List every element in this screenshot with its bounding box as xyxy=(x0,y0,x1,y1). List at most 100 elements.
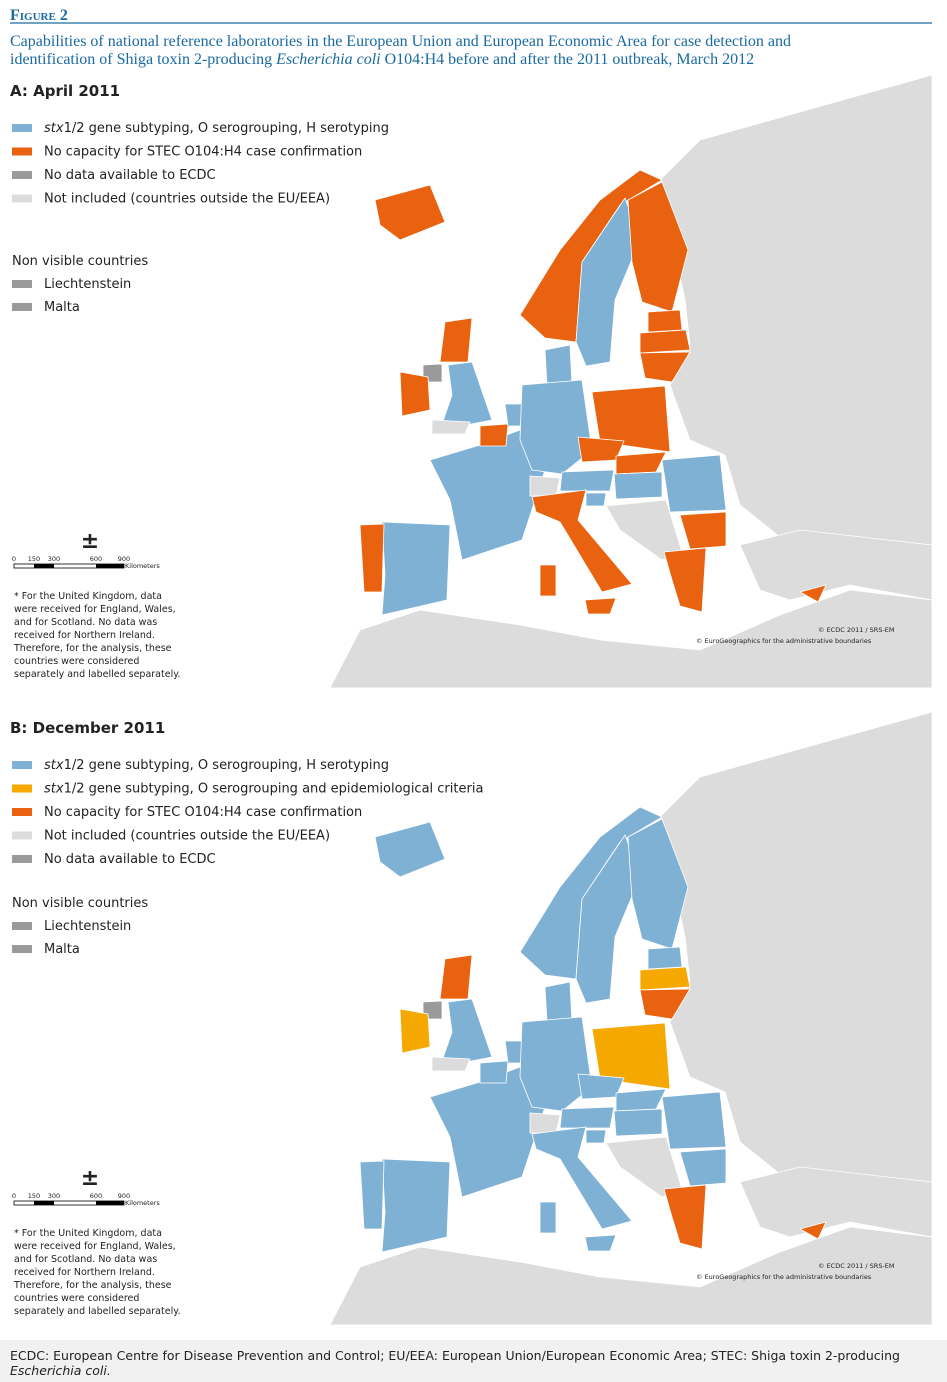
country xyxy=(479,1060,509,1084)
legend-swatch xyxy=(12,784,32,793)
text-segment: 1/2 gene subtyping, O serogrouping, H se… xyxy=(64,121,389,136)
country xyxy=(399,371,431,417)
text-segment: ECDC: European Centre for Disease Preven… xyxy=(10,1348,900,1363)
scale-bar xyxy=(96,564,124,568)
text-segment: Escherichia coli xyxy=(275,51,380,68)
country xyxy=(544,344,573,386)
text-segment: No capacity for STEC O104:H4 case confir… xyxy=(44,145,362,160)
scale-label: 0 xyxy=(12,555,16,563)
country xyxy=(584,597,617,615)
country xyxy=(399,1008,431,1054)
legend-swatch xyxy=(12,831,32,840)
legend-swatch xyxy=(12,761,32,769)
country xyxy=(647,309,683,333)
country xyxy=(431,1056,471,1072)
country xyxy=(739,1166,933,1238)
footer-band xyxy=(0,1340,947,1382)
footnote: and for Scotland. No data was xyxy=(14,1254,157,1265)
country xyxy=(439,361,493,431)
country xyxy=(374,184,446,241)
scale-label: 150 xyxy=(28,555,40,563)
credit: © EuroGeographics for the administrative… xyxy=(696,637,872,645)
country xyxy=(798,1221,827,1240)
country xyxy=(584,1234,617,1252)
legend-swatch xyxy=(12,922,32,930)
footnote: * For the United Kingdom, data xyxy=(14,591,162,602)
text-segment: stx xyxy=(44,758,64,773)
country xyxy=(659,711,933,1198)
text-line: stx1/2 gene subtyping, O serogrouping, H… xyxy=(44,121,389,136)
legend-swatch xyxy=(12,124,32,132)
country xyxy=(559,469,615,492)
text-line: No data available to ECDC xyxy=(44,168,216,183)
figure-label: Figure 2 xyxy=(10,7,68,24)
country xyxy=(519,169,663,343)
footnote: Therefore, for the analysis, these xyxy=(13,643,172,654)
text-line: Capabilities of national reference labor… xyxy=(10,33,791,50)
country xyxy=(329,1226,933,1326)
non-visible-title: Non visible countries xyxy=(12,254,148,269)
legend-label: Malta xyxy=(44,300,80,315)
country xyxy=(544,981,573,1023)
credit: © EuroGeographics for the administrative… xyxy=(696,1273,872,1281)
country xyxy=(615,1088,667,1112)
text-line: Not included (countries outside the EU/E… xyxy=(44,829,330,844)
country xyxy=(613,471,663,500)
panel-title: A: April 2011 xyxy=(10,82,120,100)
country xyxy=(591,1022,671,1090)
map xyxy=(329,74,933,689)
country xyxy=(663,547,707,613)
country xyxy=(559,1106,615,1129)
footnote: received for Northern Ireland. xyxy=(14,630,155,641)
text-line: Escherichia coli. xyxy=(10,1363,111,1378)
scale-label: 150 xyxy=(28,1192,40,1200)
legend-swatch xyxy=(12,855,32,863)
footnote: countries were considered xyxy=(14,1293,139,1304)
text-line: identification of Shiga toxin 2-producin… xyxy=(10,51,754,68)
text-line: stx1/2 gene subtyping, O serogrouping an… xyxy=(44,782,483,797)
text-line: Not included (countries outside the EU/E… xyxy=(44,192,330,207)
scale-label: 300 xyxy=(48,555,60,563)
legend-swatch xyxy=(12,280,32,288)
map xyxy=(329,711,933,1326)
scale-label: 600 xyxy=(90,1192,102,1200)
text-segment: 1/2 gene subtyping, O serogrouping, H se… xyxy=(64,758,389,773)
scale-label: 900 xyxy=(118,555,130,563)
footnote: Therefore, for the analysis, these xyxy=(13,1280,172,1291)
text-line: No data available to ECDC xyxy=(44,852,216,867)
country xyxy=(529,475,561,497)
text-line: ECDC: European Centre for Disease Preven… xyxy=(10,1348,900,1363)
country xyxy=(659,74,933,561)
country xyxy=(591,385,671,453)
country xyxy=(439,317,473,363)
credit: © ECDC 2011 / SRS-EM xyxy=(818,626,895,634)
text-segment: No data available to ECDC xyxy=(44,852,216,867)
footnote: received for Northern Ireland. xyxy=(14,1267,155,1278)
footnote: countries were considered xyxy=(14,656,139,667)
scale-label: 600 xyxy=(90,555,102,563)
country xyxy=(519,1016,593,1112)
country xyxy=(439,998,493,1068)
footnote: separately and labelled separately. xyxy=(14,1306,181,1317)
country xyxy=(679,1148,727,1187)
legend-swatch xyxy=(12,303,32,311)
country xyxy=(613,1108,663,1137)
country xyxy=(661,1091,727,1150)
scale-label: 0 xyxy=(12,1192,16,1200)
legend-swatch xyxy=(12,194,32,203)
text-segment: Not included (countries outside the EU/E… xyxy=(44,192,330,207)
country xyxy=(639,966,691,991)
country xyxy=(639,351,691,383)
footnote: separately and labelled separately. xyxy=(14,669,181,680)
country xyxy=(329,589,933,689)
text-line: stx1/2 gene subtyping, O serogrouping, H… xyxy=(44,758,389,773)
scale-label: 900 xyxy=(118,1192,130,1200)
country xyxy=(381,1158,451,1253)
country xyxy=(615,451,667,475)
scale-unit: Kilometers xyxy=(125,562,160,570)
country xyxy=(529,1112,561,1134)
country xyxy=(585,492,607,507)
country xyxy=(519,379,593,475)
country xyxy=(381,521,451,616)
